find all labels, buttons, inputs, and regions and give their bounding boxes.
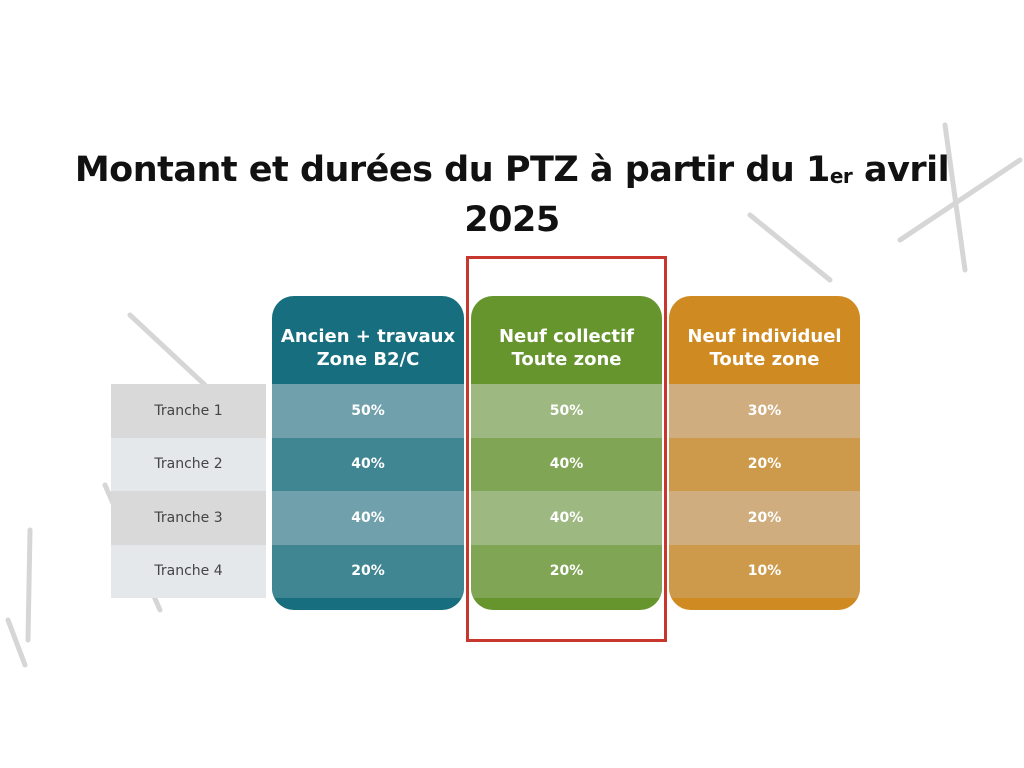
column-2: Neuf collectif Toute zone 50% 40% 40% 20% xyxy=(471,296,662,610)
title-superscript: er xyxy=(829,164,853,188)
title-text: Montant et durées du PTZ à partir du 1 xyxy=(74,150,831,190)
column-1: Ancien + travaux Zone B2/C 50% 40% 40% 20% xyxy=(272,296,464,610)
header-line: Zone B2/C xyxy=(316,349,420,370)
value-cell: 30% xyxy=(669,384,860,438)
value-cell: 50% xyxy=(272,384,464,438)
value-cell: 20% xyxy=(669,491,860,545)
value-cell: 50% xyxy=(471,384,662,438)
page-title: Montant et durées du PTZ à partir du 1er… xyxy=(40,148,984,242)
value-cell: 20% xyxy=(471,544,662,598)
value-cell: 10% xyxy=(669,544,860,598)
row-label: Tranche 1 xyxy=(111,384,266,438)
row-label: Tranche 2 xyxy=(111,437,266,491)
column-3: Neuf individuel Toute zone 30% 20% 20% 10% xyxy=(669,296,860,610)
column-header: Neuf individuel Toute zone xyxy=(669,296,860,384)
header-line: Toute zone xyxy=(709,349,820,370)
value-cell: 40% xyxy=(272,437,464,491)
value-cell: 20% xyxy=(669,437,860,491)
value-cell: 40% xyxy=(272,491,464,545)
title-year: 2025 xyxy=(464,200,560,240)
header-line: Neuf individuel xyxy=(687,326,842,347)
header-line: Toute zone xyxy=(511,349,622,370)
row-labels: Tranche 1 Tranche 2 Tranche 3 Tranche 4 xyxy=(111,384,266,598)
row-label: Tranche 4 xyxy=(111,544,266,598)
header-line: Neuf collectif xyxy=(498,326,635,347)
column-header: Ancien + travaux Zone B2/C xyxy=(272,296,464,384)
title-text: avril xyxy=(852,150,950,190)
value-cell: 20% xyxy=(272,544,464,598)
row-label: Tranche 3 xyxy=(111,491,266,545)
column-header: Neuf collectif Toute zone xyxy=(471,296,662,384)
value-cell: 40% xyxy=(471,437,662,491)
value-cell: 40% xyxy=(471,491,662,545)
header-line: Ancien + travaux xyxy=(280,326,456,347)
highlight-box xyxy=(466,256,667,642)
